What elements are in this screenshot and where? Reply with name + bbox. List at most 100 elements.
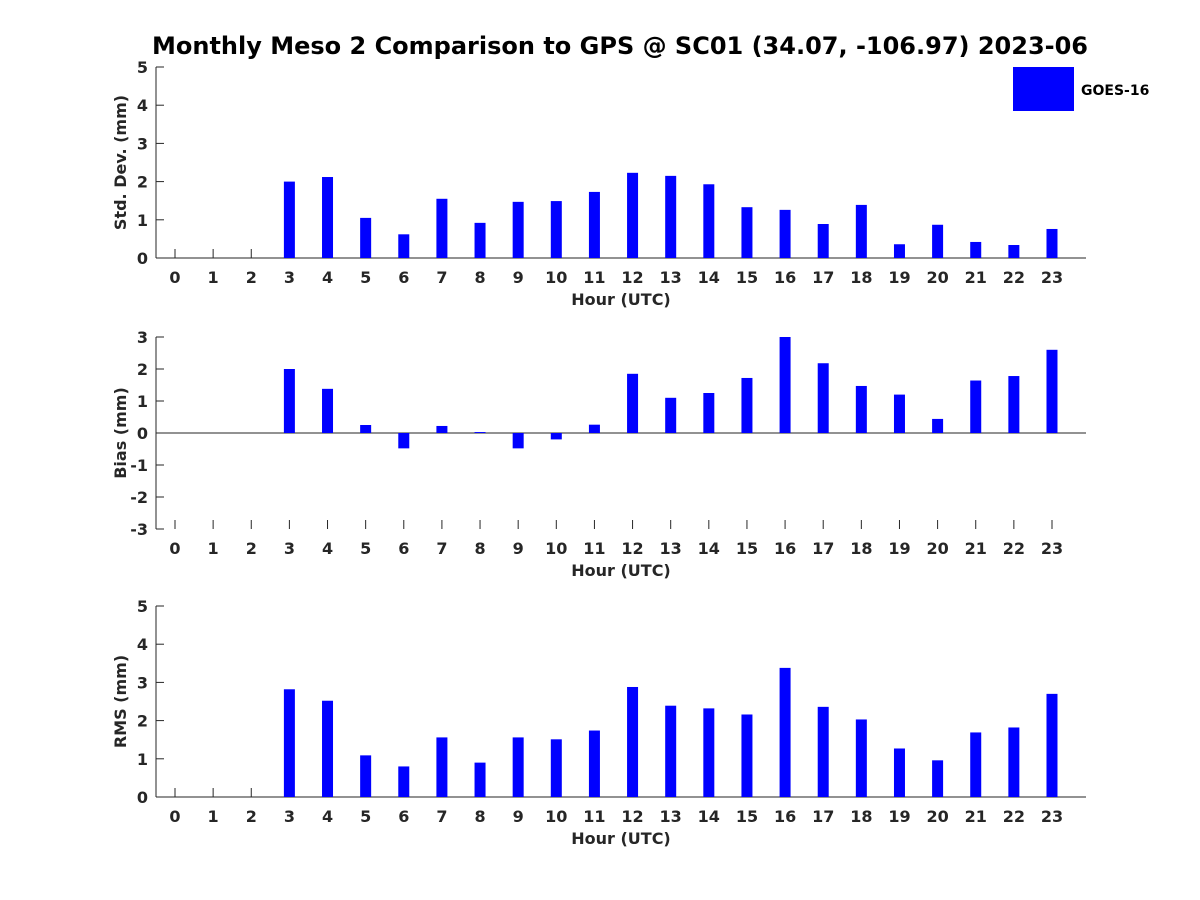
bar-hour-17	[817, 706, 829, 797]
x-tick-label: 19	[888, 268, 910, 287]
y-tick-label: 2	[137, 712, 148, 731]
y-tick-label: -3	[130, 520, 148, 539]
bar-hour-21	[970, 241, 982, 258]
x-tick-label: 11	[583, 539, 605, 558]
bar-hour-14	[703, 184, 715, 258]
bar-hour-9	[512, 737, 524, 797]
x-tick-label: 20	[926, 539, 948, 558]
bar-hour-19	[893, 244, 905, 258]
x-tick-label: 20	[926, 268, 948, 287]
y-tick-label: 0	[137, 788, 148, 807]
legend-swatch-goes-16	[1013, 67, 1074, 111]
y-tick-label: 1	[137, 211, 148, 230]
legend: GOES-16	[1013, 67, 1149, 111]
bar-hour-22	[1008, 245, 1020, 258]
bar-hour-20	[932, 418, 944, 433]
y-tick-label: 3	[137, 328, 148, 347]
x-tick-label: 21	[965, 268, 987, 287]
y-axis-label: Std. Dev. (mm)	[111, 95, 130, 230]
x-tick-label: 14	[698, 539, 720, 558]
x-tick-label: 10	[545, 807, 567, 826]
bar-hour-11	[588, 191, 600, 258]
bar-hour-7	[436, 425, 448, 433]
y-tick-label: -1	[130, 456, 148, 475]
y-tick-label: 3	[137, 673, 148, 692]
bar-hour-13	[665, 397, 677, 433]
x-tick-label: 17	[812, 268, 834, 287]
bar-hour-6	[398, 433, 410, 449]
bar-hour-3	[283, 689, 295, 797]
y-tick-label: 2	[137, 360, 148, 379]
bar-hour-20	[932, 760, 944, 797]
x-axis-label: Hour (UTC)	[571, 290, 671, 309]
x-tick-label: 20	[926, 807, 948, 826]
x-tick-label: 2	[246, 268, 257, 287]
x-tick-label: 8	[474, 807, 485, 826]
x-tick-label: 7	[436, 268, 447, 287]
x-tick-label: 9	[513, 268, 524, 287]
x-tick-label: 19	[888, 539, 910, 558]
bar-hour-15	[741, 207, 753, 258]
bar-hour-3	[283, 369, 295, 433]
x-tick-label: 16	[774, 539, 796, 558]
x-tick-label: 8	[474, 539, 485, 558]
bar-hour-12	[627, 172, 639, 258]
x-tick-label: 14	[698, 807, 720, 826]
bar-hour-13	[665, 175, 677, 258]
x-tick-label: 23	[1041, 268, 1063, 287]
x-tick-label: 6	[398, 268, 409, 287]
x-tick-label: 4	[322, 268, 333, 287]
x-tick-label: 14	[698, 268, 720, 287]
x-tick-label: 12	[621, 539, 643, 558]
bar-hour-16	[779, 209, 791, 258]
x-tick-label: 0	[169, 807, 180, 826]
x-tick-label: 4	[322, 807, 333, 826]
bar-hour-22	[1008, 376, 1020, 433]
bar-hour-12	[627, 373, 639, 433]
bar-hour-13	[665, 705, 677, 797]
x-tick-label: 13	[660, 539, 682, 558]
bar-hour-11	[588, 730, 600, 797]
x-tick-label: 11	[583, 807, 605, 826]
bar-hour-3	[283, 181, 295, 258]
bar-hour-14	[703, 708, 715, 797]
x-tick-label: 6	[398, 539, 409, 558]
x-tick-label: 21	[965, 807, 987, 826]
x-tick-label: 22	[1003, 268, 1025, 287]
bar-hour-17	[817, 363, 829, 433]
x-tick-label: 10	[545, 539, 567, 558]
bar-hour-5	[360, 755, 372, 797]
bar-hour-22	[1008, 727, 1020, 797]
x-tick-label: 4	[322, 539, 333, 558]
bar-hour-11	[588, 424, 600, 433]
x-tick-label: 2	[246, 539, 257, 558]
y-axis-label: RMS (mm)	[111, 655, 130, 748]
bar-hour-7	[436, 198, 448, 258]
bar-hour-5	[360, 425, 372, 433]
x-tick-label: 21	[965, 539, 987, 558]
legend-label-goes-16: GOES-16	[1081, 83, 1149, 99]
bar-hour-15	[741, 377, 753, 433]
bar-hour-10	[550, 433, 562, 440]
bar-hour-4	[322, 177, 334, 258]
x-tick-label: 18	[850, 807, 872, 826]
x-tick-label: 15	[736, 539, 758, 558]
x-tick-label: 13	[660, 268, 682, 287]
x-tick-label: 12	[621, 268, 643, 287]
bar-hour-18	[855, 385, 867, 433]
bar-hour-14	[703, 393, 715, 433]
y-tick-label: 1	[137, 750, 148, 769]
y-tick-label: 0	[137, 249, 148, 268]
bar-hour-21	[970, 732, 982, 797]
bar-hour-10	[550, 739, 562, 797]
x-tick-label: 23	[1041, 539, 1063, 558]
bar-hour-20	[932, 224, 944, 258]
bar-hour-17	[817, 224, 829, 258]
bar-hour-8	[474, 222, 486, 258]
x-tick-label: 8	[474, 268, 485, 287]
x-tick-label: 1	[208, 807, 219, 826]
y-axis-label: Bias (mm)	[111, 387, 130, 479]
bar-hour-23	[1046, 228, 1058, 258]
